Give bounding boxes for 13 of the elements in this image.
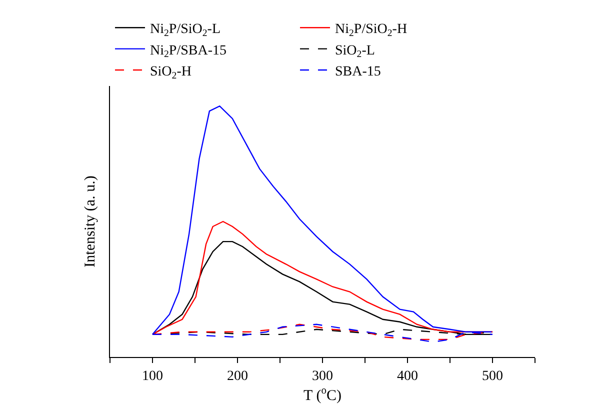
legend-label: Ni$_{2}$P/SBA-15 <box>150 43 226 60</box>
x-tick-label: 200 <box>227 368 248 384</box>
x-axis-title: T ($^{o}$C) <box>304 386 342 404</box>
legend-label: SiO$_{2}$-L <box>335 43 375 60</box>
legend-label: SBA-15 <box>335 64 381 80</box>
legend-label: Ni$_{2}$P/SiO$_{2}$-H <box>335 22 408 39</box>
x-tick-label: 300 <box>312 368 333 384</box>
x-tick-label: 400 <box>397 368 418 384</box>
legend-label: SiO$_{2}$-H <box>150 64 192 82</box>
x-tick-label: 100 <box>142 368 163 384</box>
y-axis-title: Intensity (a. u.) <box>82 176 98 268</box>
x-tick-label: 500 <box>482 368 503 384</box>
legend-label: Ni$_{2}$P/SiO$_{2}$-L <box>150 22 220 39</box>
